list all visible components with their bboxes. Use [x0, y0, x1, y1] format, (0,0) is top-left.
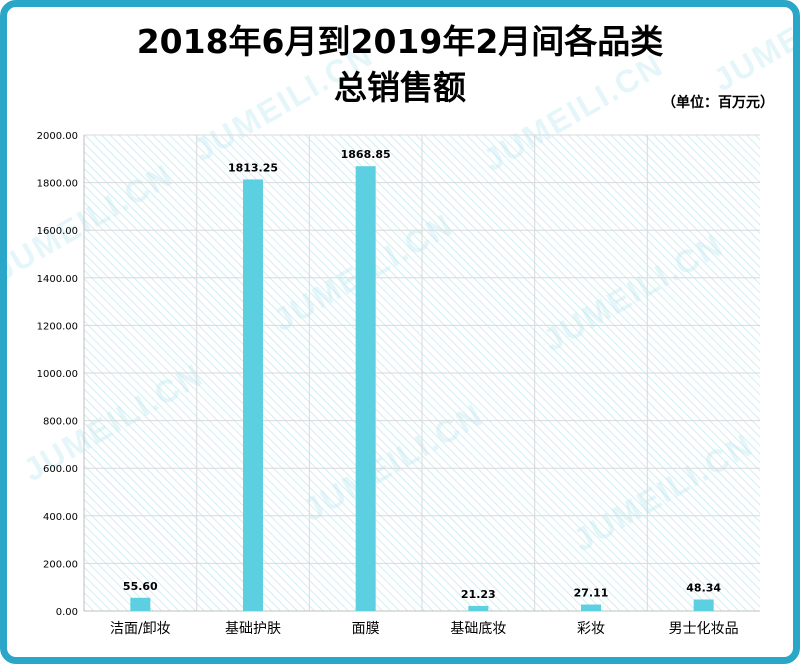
x-tick-label: 男士化妆品 — [669, 621, 739, 637]
y-tick-label: 1200.00 — [37, 321, 78, 332]
data-label: 1813.25 — [228, 161, 278, 174]
bar — [130, 597, 151, 611]
data-label: 27.11 — [574, 587, 609, 600]
y-tick-label: 2000.00 — [37, 131, 78, 142]
y-tick-label: 1600.00 — [37, 226, 78, 237]
unit-label: （单位：百万元） — [662, 95, 774, 111]
y-tick-label: 200.00 — [43, 559, 78, 570]
bar — [243, 179, 263, 611]
y-tick-label: 800.00 — [43, 417, 78, 428]
chart-title-line1: 2018年6月到2019年2月间各品类 — [136, 22, 664, 61]
data-label: 21.23 — [461, 588, 496, 601]
data-label: 1868.85 — [341, 148, 391, 161]
y-tick-label: 1800.00 — [37, 179, 78, 190]
x-tick-label: 彩妆 — [577, 621, 605, 637]
y-tick-label: 0.00 — [56, 607, 78, 618]
data-label: 55.60 — [123, 580, 158, 593]
y-tick-label: 1000.00 — [37, 369, 78, 380]
y-tick-label: 600.00 — [43, 464, 78, 475]
y-tick-label: 1400.00 — [37, 274, 78, 285]
y-tick-label: 400.00 — [43, 512, 78, 523]
x-tick-label: 基础底妆 — [450, 620, 506, 637]
x-tick-label: 洁面/卸妆 — [110, 621, 171, 637]
bar — [468, 605, 489, 611]
bar — [693, 599, 714, 611]
bar — [355, 166, 376, 612]
bar — [581, 604, 601, 611]
x-tick-label: 基础护肤 — [225, 620, 281, 637]
data-label: 48.34 — [686, 581, 721, 594]
x-tick-label: 面膜 — [352, 621, 380, 637]
chart-title-line2: 总销售额 — [334, 68, 466, 107]
